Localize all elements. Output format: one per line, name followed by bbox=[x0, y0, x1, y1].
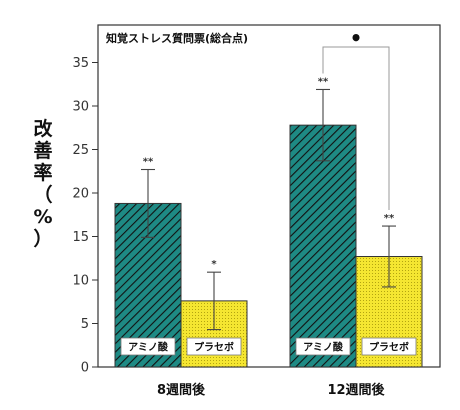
y-tick-label: 15 bbox=[72, 230, 89, 245]
significance-label: * bbox=[211, 259, 217, 270]
y-axis-label-char: 改 bbox=[33, 118, 53, 140]
y-axis-label-char: 善 bbox=[33, 140, 53, 162]
x-category-label: 8週間後 bbox=[157, 382, 206, 398]
y-tick-label: 20 bbox=[72, 187, 89, 202]
bracket-line bbox=[322, 46, 390, 211]
bar-legend-box bbox=[186, 337, 242, 356]
y-tick-label: 25 bbox=[72, 143, 89, 158]
bar-series-label: アミノ酸 bbox=[128, 341, 169, 354]
y-tick-label: 30 bbox=[72, 100, 89, 115]
y-axis-label-char: （ bbox=[33, 184, 53, 206]
x-category-label: 12週間後 bbox=[327, 382, 385, 398]
y-tick-label: 10 bbox=[72, 274, 89, 289]
y-tick-label: 0 bbox=[81, 361, 89, 376]
y-axis-label-char: 率 bbox=[33, 162, 53, 184]
bar-legend-box bbox=[361, 337, 417, 356]
significance-label: ** bbox=[143, 157, 154, 168]
bracket-marker: • bbox=[350, 26, 363, 50]
bar-legend-box bbox=[295, 337, 351, 356]
y-axis: 0 5 10 15 20 25 30 35 bbox=[72, 56, 98, 376]
bar-legend-box bbox=[120, 337, 176, 356]
bars: ** アミノ酸 * プラセボ ** アミノ酸 ** プラセボ bbox=[114, 76, 423, 368]
bar-series-label: プラセボ bbox=[194, 341, 234, 354]
y-axis-label-char: ） bbox=[33, 228, 53, 250]
y-tick-label: 35 bbox=[72, 56, 89, 71]
significance-label: ** bbox=[384, 213, 395, 224]
y-tick-label: 5 bbox=[81, 317, 89, 332]
y-axis-label-char: % bbox=[33, 206, 53, 228]
x-axis-categories: 8週間後 12週間後 bbox=[157, 382, 386, 398]
significance-label: ** bbox=[318, 76, 329, 87]
bar bbox=[289, 124, 357, 368]
chart-title: 知覚ストレス質問票(総合点) bbox=[105, 31, 248, 45]
bar-series-label: プラセボ bbox=[369, 341, 409, 354]
bar-series-label: アミノ酸 bbox=[303, 341, 344, 354]
bar bbox=[180, 300, 248, 368]
y-axis-label: 改 善 率 （ % ） bbox=[28, 118, 58, 250]
comparison-bracket: • bbox=[322, 26, 390, 211]
